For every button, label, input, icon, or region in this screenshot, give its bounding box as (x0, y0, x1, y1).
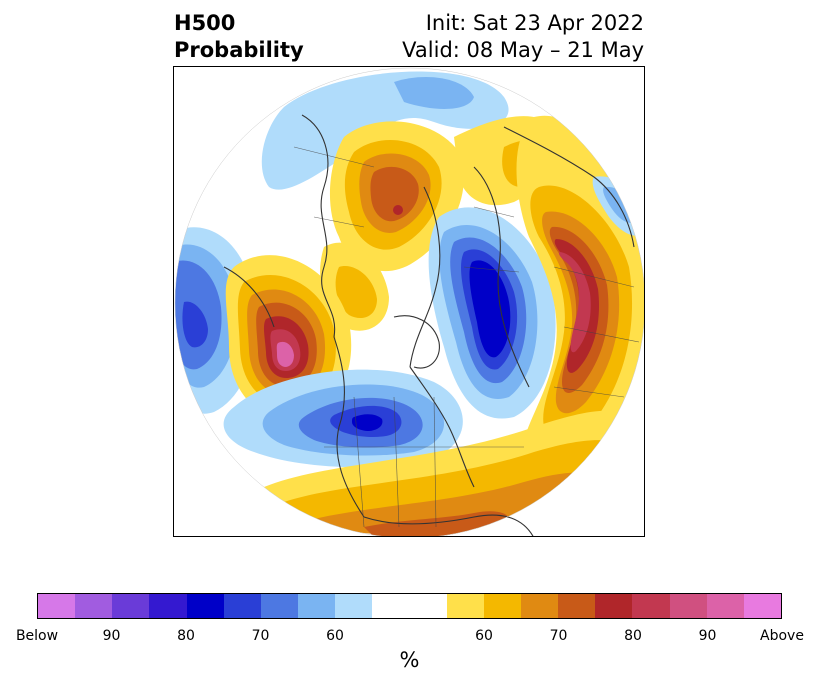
colorbar-swatch (372, 594, 447, 618)
chart-title-left: H500 Probability (174, 10, 304, 64)
colorbar-tick-label: 70 (549, 628, 568, 644)
colorbar-swatch (483, 594, 522, 618)
colorbar-swatch (38, 594, 76, 618)
colorbar-tick-label: Below (15, 628, 59, 644)
chart-title-right: Init: Sat 23 Apr 2022 Valid: 08 May – 21… (402, 10, 644, 64)
colorbar-swatch (446, 594, 484, 618)
colorbar-swatch (260, 594, 299, 618)
colorbar-tick-label: 80 (177, 628, 195, 644)
colorbar-swatch (669, 594, 707, 618)
init-date: Init: Sat 23 Apr 2022 (425, 11, 644, 35)
polar-map-graphic (174, 67, 644, 536)
colorbar-tick-labels: Below 90 80 70 60 60 70 80 90 Above (0, 628, 819, 646)
colorbar-unit-label: % (399, 648, 420, 672)
colorbar-tick-label: 60 (475, 628, 493, 644)
colorbar-tick-label: 70 (251, 628, 270, 644)
colorbar (37, 593, 782, 619)
colorbar-swatch (186, 594, 224, 618)
colorbar-swatch (521, 594, 559, 618)
valid-range: Valid: 08 May – 21 May (402, 38, 644, 62)
colorbar-swatch (595, 594, 633, 618)
colorbar-tick-label: 90 (698, 628, 717, 644)
colorbar-tick-label: Above (760, 628, 804, 644)
colorbar-swatch (112, 594, 150, 618)
colorbar-swatch (706, 594, 744, 618)
colorbar-swatch (743, 594, 782, 618)
colorbar-swatch (149, 594, 187, 618)
colorbar-swatch (558, 594, 596, 618)
colorbar-tick-label: 90 (102, 628, 121, 644)
colorbar-swatch (75, 594, 113, 618)
title-type: Probability (174, 38, 304, 62)
colorbar-tick-label: 80 (624, 628, 642, 644)
colorbar-swatch (632, 594, 670, 618)
title-variable: H500 (174, 11, 236, 35)
colorbar-tick-label: 60 (326, 628, 344, 644)
colorbar-swatch (298, 594, 336, 618)
colorbar-swatch (223, 594, 261, 618)
country-borders (293, 146, 640, 528)
coastlines (223, 114, 635, 536)
colorbar-swatch (335, 594, 373, 618)
probability-map (173, 66, 645, 537)
